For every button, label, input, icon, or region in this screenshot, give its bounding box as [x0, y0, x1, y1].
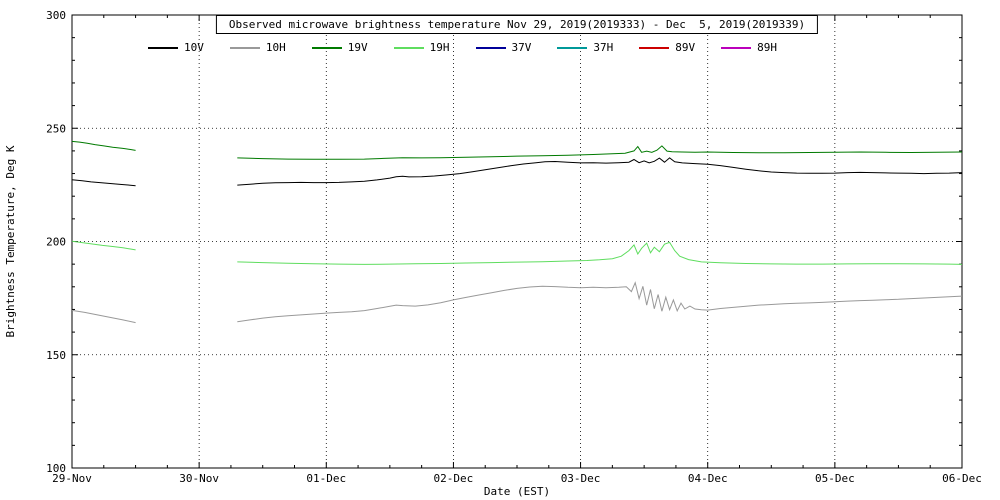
series-line-10V [237, 157, 963, 186]
legend-swatch-37H [557, 46, 588, 49]
series-line-19V [237, 145, 963, 160]
legend-item-89V: 89V [639, 41, 695, 54]
legend-swatch-89V [639, 46, 670, 49]
y-tick-label: 250 [46, 122, 66, 135]
series-line-19H [237, 241, 963, 265]
series-line-10H [237, 281, 963, 323]
x-tick-label: 06-Dec [942, 472, 982, 485]
legend-swatch-37V [475, 46, 506, 49]
series-line-19H [71, 240, 136, 251]
x-tick-label: 03-Dec [561, 472, 601, 485]
y-axis-label: Brightness Temperature, Deg K [4, 145, 17, 337]
chart-legend: 10V 10H 19V 19H 37V 37H 89V 89H [148, 41, 777, 54]
y-tick-label: 200 [46, 236, 66, 249]
legend-swatch-89H [721, 46, 752, 49]
legend-label: 37H [593, 41, 614, 54]
x-tick-label: 29-Nov [52, 472, 92, 485]
legend-item-10V: 10V [148, 41, 204, 54]
x-axis-label: Date (EST) [484, 485, 550, 498]
legend-label: 37V [511, 41, 532, 54]
y-tick-label: 150 [46, 349, 66, 362]
series-line-19V [71, 140, 136, 151]
x-tick-label: 04-Dec [688, 472, 728, 485]
series-line-10V [71, 179, 136, 187]
series-line-10H [71, 309, 136, 324]
y-tick-label: 300 [46, 9, 66, 22]
x-tick-label: 01-Dec [306, 472, 346, 485]
legend-label: 10V [184, 41, 204, 54]
legend-label: 19H [429, 41, 450, 54]
legend-item-10H: 10H [229, 41, 286, 54]
legend-swatch-10V [148, 46, 178, 49]
legend-item-37H: 37H [557, 41, 613, 54]
x-tick-label: 05-Dec [815, 472, 855, 485]
legend-label: 89V [675, 41, 696, 54]
legend-swatch-10H [229, 46, 260, 49]
legend-item-37V: 37V [475, 41, 532, 54]
legend-label: 10H [265, 41, 286, 54]
legend-item-19H: 19H [393, 41, 450, 54]
y-tick-label: 100 [46, 462, 66, 475]
x-tick-label: 30-Nov [179, 472, 219, 485]
legend-label: 89H [757, 41, 777, 54]
x-tick-label: 02-Dec [434, 472, 474, 485]
chart-title: Observed microwave brightness temperatur… [215, 15, 819, 34]
legend-swatch-19H [393, 46, 424, 49]
legend-item-89H: 89H [721, 41, 777, 54]
legend-item-19V: 19V [311, 41, 368, 54]
legend-swatch-19V [311, 46, 342, 49]
legend-label: 19V [347, 41, 368, 54]
